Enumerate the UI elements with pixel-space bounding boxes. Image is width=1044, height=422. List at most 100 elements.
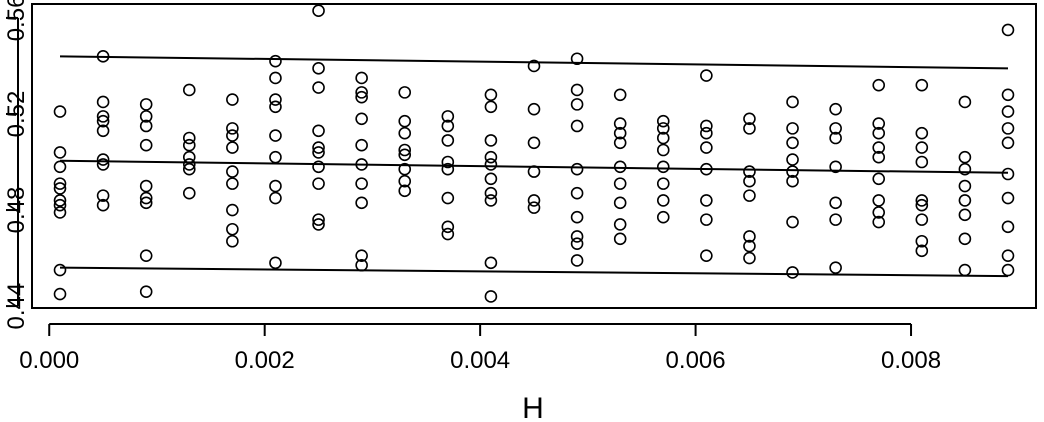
data-point — [226, 203, 239, 217]
data-point — [570, 52, 584, 66]
series-line — [59, 55, 1009, 70]
data-point — [872, 206, 886, 219]
data-point — [312, 213, 325, 226]
data-point — [958, 95, 972, 109]
data-point — [398, 143, 412, 157]
data-point — [527, 194, 541, 207]
data-point — [613, 218, 627, 231]
data-point — [1001, 88, 1015, 102]
data-point — [312, 81, 325, 94]
data-point — [700, 162, 713, 176]
data-point — [743, 239, 756, 253]
data-point — [226, 234, 239, 248]
x-tick-label: 0.008 — [881, 347, 941, 374]
data-point — [269, 93, 282, 106]
data-point — [656, 210, 670, 224]
data-point — [398, 86, 412, 99]
data-point — [269, 256, 282, 270]
data-point — [786, 165, 799, 178]
data-point — [182, 162, 196, 176]
data-point — [570, 230, 584, 243]
data-point — [484, 194, 498, 207]
data-point — [96, 124, 110, 138]
data-point — [182, 83, 196, 97]
data-point — [96, 198, 110, 212]
data-point — [829, 122, 842, 135]
data-point — [139, 191, 153, 205]
data-point — [441, 220, 455, 234]
data-point — [829, 102, 842, 116]
data-point — [96, 110, 110, 123]
data-point — [872, 78, 886, 92]
data-point — [570, 254, 584, 267]
data-point — [226, 93, 239, 106]
data-point — [226, 129, 239, 142]
data-point — [1001, 249, 1015, 262]
data-point — [53, 160, 67, 174]
data-point — [786, 266, 799, 279]
data-point — [139, 285, 153, 298]
data-point — [53, 194, 67, 207]
data-point — [656, 122, 670, 135]
x-axis-title: H — [522, 392, 544, 422]
data-point — [312, 62, 325, 75]
data-point — [829, 213, 842, 226]
data-point — [656, 131, 670, 145]
data-point — [96, 153, 110, 166]
data-point — [915, 198, 929, 212]
data-point — [570, 237, 584, 250]
data-point — [700, 119, 713, 133]
data-point — [182, 150, 196, 164]
data-point — [1001, 136, 1015, 150]
data-point — [355, 71, 368, 85]
data-point — [139, 119, 153, 133]
data-point — [700, 194, 713, 207]
data-point — [398, 174, 412, 188]
data-point — [786, 215, 799, 229]
data-point — [139, 249, 153, 262]
data-point — [139, 98, 153, 111]
data-point — [269, 100, 282, 114]
data-point — [958, 263, 972, 277]
data-point — [743, 122, 756, 135]
data-point — [1001, 105, 1015, 118]
data-point — [355, 158, 368, 171]
data-point — [613, 117, 627, 130]
data-point — [484, 150, 498, 164]
data-point — [613, 136, 627, 150]
data-point — [700, 249, 713, 262]
data-point — [398, 114, 412, 128]
data-point — [355, 86, 368, 99]
data-point — [96, 158, 110, 171]
data-point — [441, 134, 455, 147]
x-tick-label: 0.006 — [666, 347, 726, 374]
x-tick-label: 0.002 — [235, 347, 295, 374]
data-point — [484, 100, 498, 114]
y-tick-label: 0.48 — [3, 187, 30, 234]
data-point — [570, 119, 584, 133]
data-points — [53, 4, 1015, 303]
data-point — [527, 136, 541, 150]
data-point — [743, 189, 756, 202]
data-point — [527, 201, 541, 214]
data-point — [53, 287, 67, 301]
data-point — [527, 102, 541, 116]
y-tick-label: 0.56 — [3, 0, 30, 41]
data-point — [355, 196, 368, 210]
data-point — [872, 141, 886, 154]
data-point — [484, 134, 498, 147]
data-point — [872, 215, 886, 229]
data-point — [570, 210, 584, 224]
data-point — [743, 174, 756, 188]
data-point — [915, 213, 929, 226]
data-point — [139, 196, 153, 210]
data-point — [441, 227, 455, 241]
data-point — [182, 131, 196, 145]
data-point — [226, 222, 239, 236]
data-point — [613, 232, 627, 246]
data-point — [1001, 263, 1015, 277]
data-point — [441, 155, 455, 169]
data-point — [700, 126, 713, 140]
data-point — [915, 194, 929, 207]
